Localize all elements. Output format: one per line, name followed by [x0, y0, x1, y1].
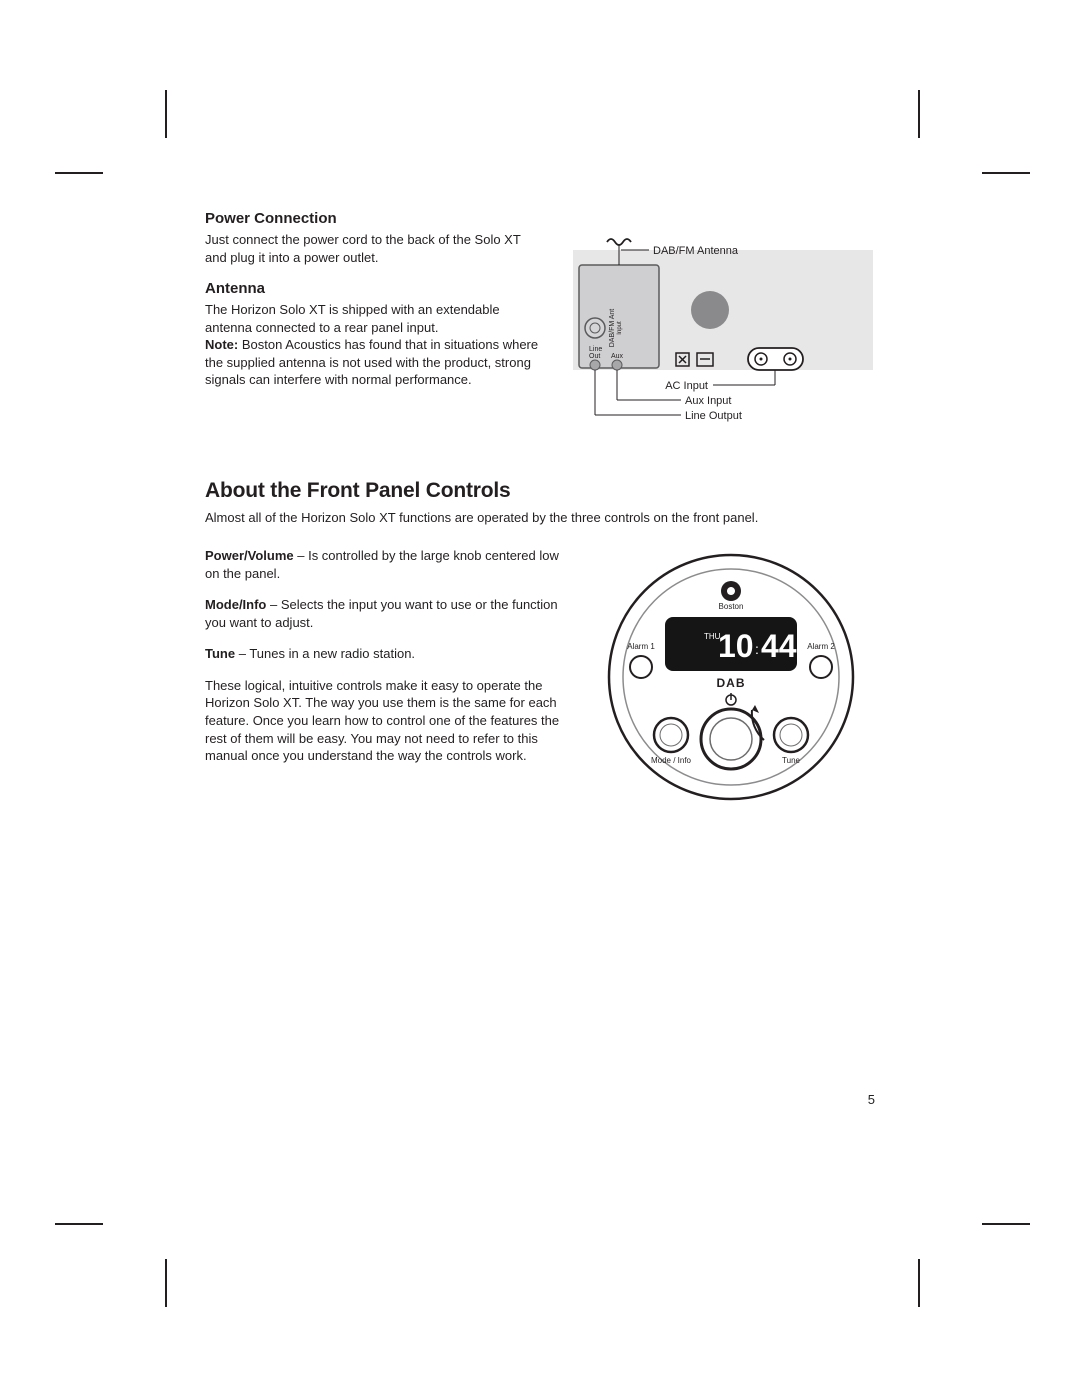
antenna-body1: The Horizon Solo XT is shipped with an e… [205, 301, 545, 336]
power-antenna-text: Power Connection Just connect the power … [205, 210, 545, 403]
tune-para: Tune – Tunes in a new radio station. [205, 645, 565, 663]
crop-mark [982, 172, 1030, 174]
controls-para2: These logical, intuitive controls make i… [205, 677, 565, 765]
svg-text:PM: PM [799, 652, 811, 661]
front-panel-diagram: Boston THU 10 : 44 PM Alarm 1 Alarm 2 DA… [601, 547, 861, 812]
svg-text:Boston: Boston [719, 602, 744, 611]
page-number: 5 [868, 1092, 875, 1107]
svg-text:Alarm 2: Alarm 2 [807, 642, 835, 651]
crop-mark [918, 90, 920, 138]
tune-label: Tune [205, 646, 235, 661]
manual-page: Power Connection Just connect the power … [0, 0, 1080, 1397]
svg-text:Out: Out [589, 353, 600, 360]
svg-text:44: 44 [761, 628, 797, 664]
svg-text:AC Input: AC Input [665, 380, 708, 392]
front-panel-heading: About the Front Panel Controls [205, 479, 890, 503]
svg-text:Input: Input [617, 321, 623, 335]
svg-text::: : [755, 641, 759, 657]
tune-body: – Tunes in a new radio station. [235, 646, 415, 661]
power-connection-body: Just connect the power cord to the back … [205, 231, 545, 266]
mode-info-para: Mode/Info – Selects the input you want t… [205, 596, 565, 631]
rear-panel-diagram: DAB/FM Ant Input Line Out Aux [573, 210, 873, 435]
svg-text:DAB/FM Ant: DAB/FM Ant [609, 309, 616, 348]
svg-text:Line Output: Line Output [685, 410, 742, 422]
svg-text:Line: Line [589, 346, 602, 353]
antenna-heading: Antenna [205, 280, 545, 297]
note-label: Note: [205, 337, 238, 352]
power-volume-para: Power/Volume – Is controlled by the larg… [205, 547, 565, 582]
front-panel-intro: Almost all of the Horizon Solo XT functi… [205, 509, 890, 527]
svg-text:Tune: Tune [782, 756, 800, 765]
power-connection-heading: Power Connection [205, 210, 545, 227]
power-antenna-section: Power Connection Just connect the power … [205, 210, 890, 435]
svg-text:Aux: Aux [611, 353, 624, 360]
note-body: Boston Acoustics has found that in situa… [205, 337, 538, 387]
svg-text:Alarm 1: Alarm 1 [627, 642, 655, 651]
crop-mark [165, 1259, 167, 1307]
dab-fm-antenna-label: DAB/FM Antenna [653, 245, 739, 257]
crop-mark [165, 90, 167, 138]
crop-mark [55, 1223, 103, 1225]
power-volume-label: Power/Volume [205, 548, 294, 563]
mode-info-label: Mode/Info [205, 597, 266, 612]
svg-text:Mode / Info: Mode / Info [651, 756, 692, 765]
svg-text:Aux Input: Aux Input [685, 395, 731, 407]
antenna-note: Note: Boston Acoustics has found that in… [205, 336, 545, 389]
front-panel-section: Power/Volume – Is controlled by the larg… [205, 547, 890, 812]
svg-text:DAB: DAB [717, 676, 746, 690]
front-panel-text: Power/Volume – Is controlled by the larg… [205, 547, 565, 778]
crop-mark [55, 172, 103, 174]
crop-mark [918, 1259, 920, 1307]
svg-text:10: 10 [718, 628, 754, 664]
crop-mark [982, 1223, 1030, 1225]
